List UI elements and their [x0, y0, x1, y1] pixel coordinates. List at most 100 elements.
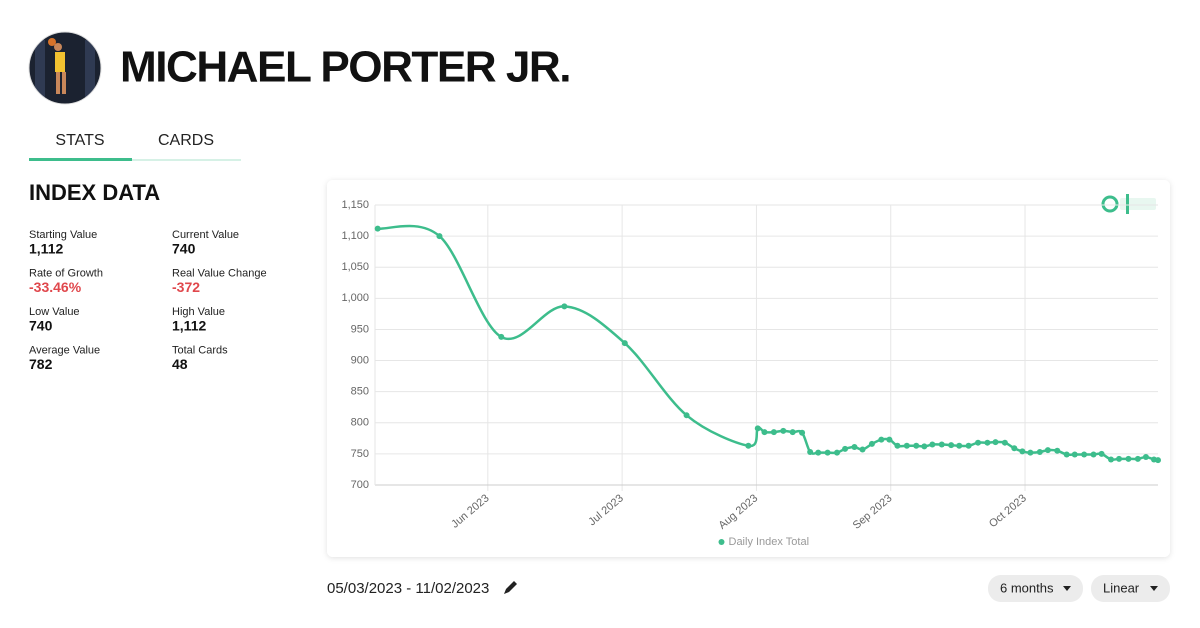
stat-label: Low Value: [29, 306, 80, 318]
data-point: [929, 441, 936, 448]
data-point: [1142, 454, 1149, 460]
range-dropdown[interactable]: 6 months: [988, 575, 1083, 602]
dropdown-label: Linear: [1103, 580, 1140, 595]
data-point: [799, 429, 806, 436]
brand-logo: [1101, 194, 1156, 214]
caret: [1063, 586, 1071, 591]
data-point: [965, 442, 972, 449]
data-point: [815, 449, 822, 456]
tab[interactable]: CARDS: [158, 132, 214, 149]
data-point: [878, 436, 885, 443]
dropdown-bg: [1091, 575, 1170, 602]
data-point: [1134, 455, 1141, 462]
stat-value: 740: [29, 318, 53, 334]
chart-card: [327, 180, 1170, 557]
date-range: 05/03/2023 - 11/02/2023: [327, 580, 489, 597]
data-point: [1011, 445, 1018, 452]
data-point: [903, 442, 910, 449]
data-point: [1125, 455, 1132, 462]
stat-value: -372: [172, 279, 200, 295]
section-title: INDEX DATA: [29, 180, 160, 205]
edit-icon[interactable]: [504, 581, 517, 594]
data-point: [894, 442, 901, 449]
legend-label: Daily Index Total: [729, 536, 810, 548]
y-tick-label: 1,050: [341, 261, 369, 273]
y-tick-label: 1,100: [341, 230, 369, 242]
data-point: [754, 425, 761, 432]
data-point: [1090, 451, 1097, 458]
data-point: [913, 442, 920, 449]
data-point: [807, 449, 814, 456]
tab-indicator: [29, 158, 132, 161]
data-point: [1116, 455, 1123, 462]
data-point: [683, 412, 690, 419]
data-point: [938, 441, 945, 448]
dropdown-bg: [988, 575, 1083, 602]
y-tick-label: 700: [351, 479, 369, 491]
stat-label: Starting Value: [29, 229, 97, 241]
data-point: [1155, 457, 1161, 464]
data-point: [859, 446, 866, 453]
stat-label: Real Value Change: [172, 267, 267, 279]
tab-track: [29, 159, 241, 161]
data-point: [1044, 447, 1051, 454]
data-point: [1081, 451, 1088, 458]
data-point: [948, 442, 955, 449]
data-point: [1063, 451, 1070, 458]
avatar-ring: [28, 31, 102, 105]
data-point: [1071, 451, 1078, 458]
data-point: [1098, 450, 1105, 457]
y-tick-label: 1,000: [341, 292, 369, 304]
data-point: [824, 449, 831, 456]
tab[interactable]: STATS: [55, 132, 104, 149]
data-point: [780, 427, 787, 434]
y-tick-label: 850: [351, 386, 369, 398]
data-point: [868, 440, 875, 447]
data-point: [1036, 449, 1043, 456]
data-point: [921, 443, 928, 450]
tabs: STATS CARDS: [29, 132, 241, 161]
caret: [1150, 586, 1158, 591]
data-point: [761, 429, 768, 436]
y-tick-label: 900: [351, 354, 369, 366]
data-point: [561, 303, 568, 310]
data-point: [621, 340, 628, 347]
data-point: [984, 439, 991, 446]
legend-marker: [718, 539, 725, 545]
y-tick-label: 800: [351, 417, 369, 429]
data-point: [436, 233, 443, 240]
y-tick-label: 950: [351, 323, 369, 335]
data-point: [842, 445, 849, 452]
y-tick-label: 750: [351, 448, 369, 460]
data-point: [886, 436, 893, 443]
dropdown-label: 6 months: [1000, 580, 1054, 595]
data-point: [1027, 449, 1034, 456]
data-point: [956, 442, 963, 449]
data-point: [834, 449, 841, 456]
data-point: [1107, 456, 1114, 463]
stat-value: 740: [172, 241, 196, 257]
data-point: [851, 444, 858, 451]
stat-value: 1,112: [29, 241, 63, 257]
scale-dropdown[interactable]: Linear: [1091, 575, 1170, 602]
data-point: [498, 333, 505, 340]
data-point: [1054, 447, 1061, 454]
player-name: MICHAEL PORTER JR.: [120, 43, 570, 92]
data-point: [745, 442, 752, 449]
stat-label: Current Value: [172, 229, 239, 241]
stat-label: Average Value: [29, 344, 100, 356]
data-point: [975, 439, 982, 446]
avatar: [29, 32, 101, 104]
data-point: [992, 439, 999, 446]
data-point: [770, 429, 777, 436]
stat-label: Total Cards: [172, 344, 228, 356]
stat-value: -33.46%: [29, 279, 82, 295]
stat-value: 782: [29, 356, 53, 372]
stat-label: Rate of Growth: [29, 267, 103, 279]
stat-value: 48: [172, 356, 188, 372]
stat-label: High Value: [172, 306, 225, 318]
